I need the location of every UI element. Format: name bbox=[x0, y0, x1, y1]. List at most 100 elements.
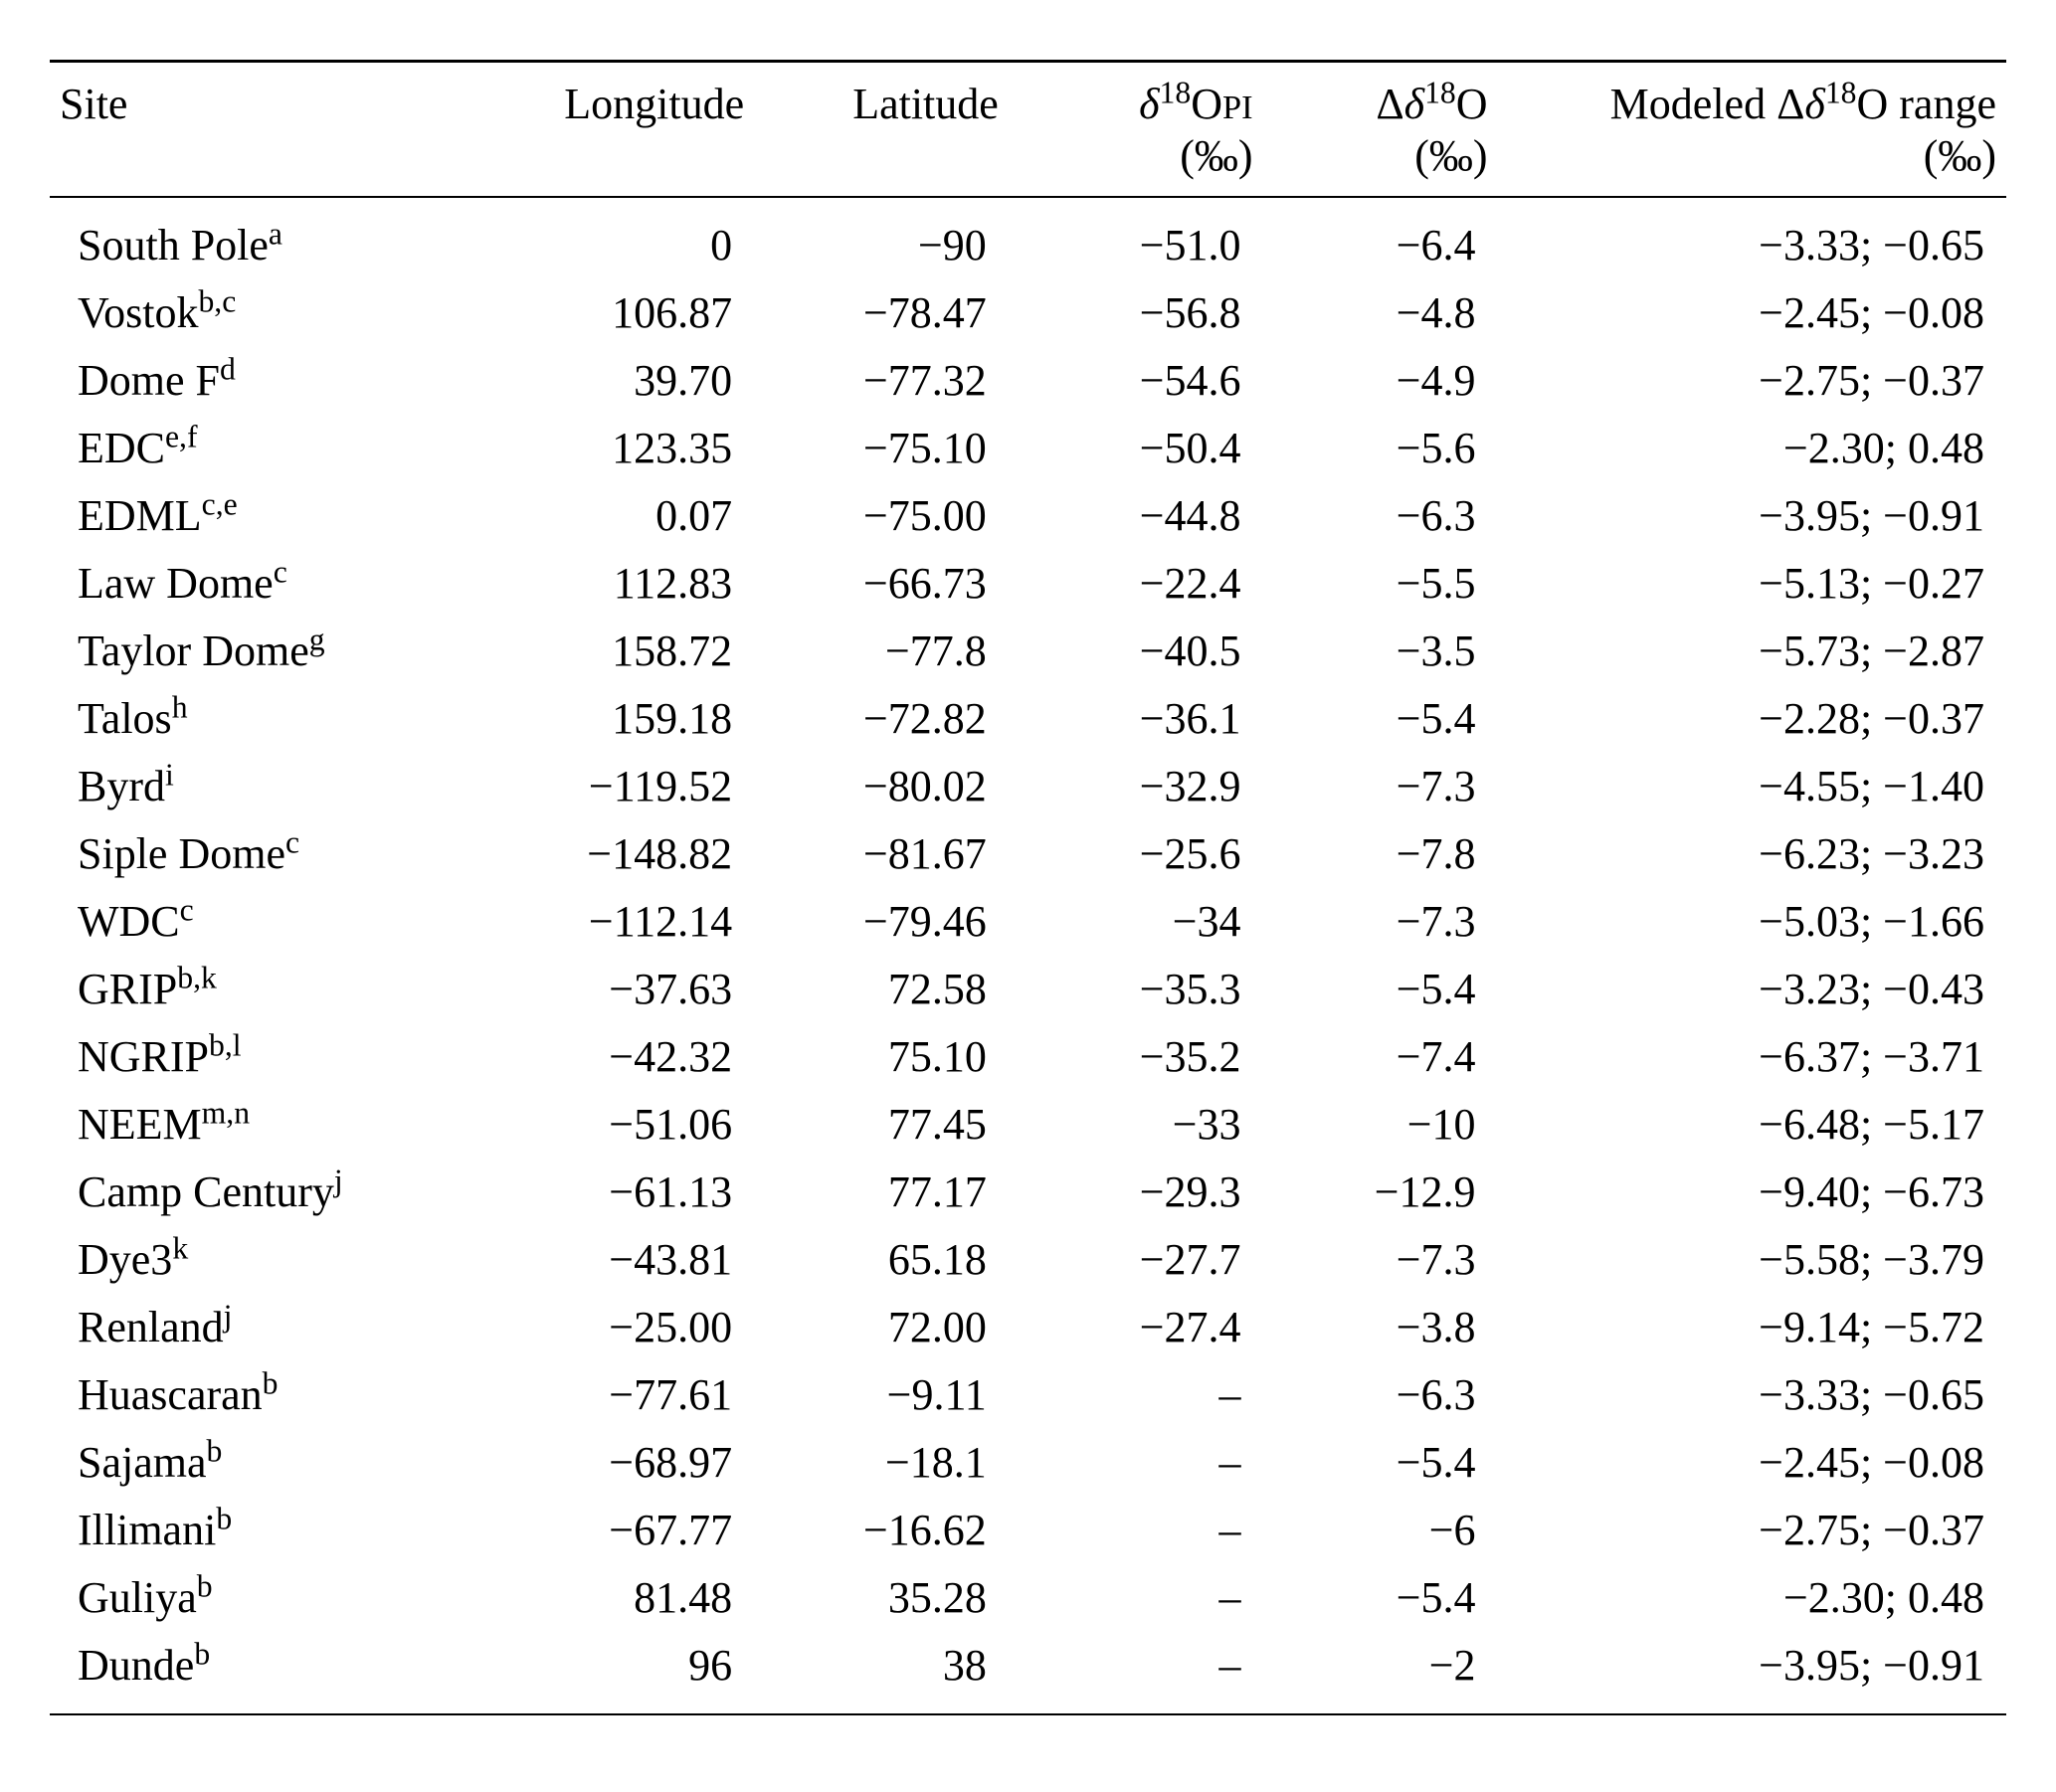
cell-value: −42.32 bbox=[609, 1032, 732, 1081]
cell-value: −9.11 bbox=[887, 1370, 987, 1419]
cell-value: −90 bbox=[918, 221, 987, 269]
cell-value: −80.02 bbox=[863, 762, 987, 810]
data-table: SiteLongitudeLatitudeδ18OPIΔδ18OModeled … bbox=[50, 60, 2006, 1715]
cell-d18opi: −35.3 bbox=[1009, 956, 1263, 1023]
cell-value: – bbox=[1219, 1573, 1241, 1622]
cell-value: −33 bbox=[1173, 1100, 1241, 1149]
cell-dd18o: −5.4 bbox=[1263, 1429, 1498, 1497]
cell-d18opi: −33 bbox=[1009, 1091, 1263, 1159]
cell-value: −16.62 bbox=[863, 1506, 987, 1554]
cell-dd18o: −12.9 bbox=[1263, 1159, 1498, 1226]
cell-value: −22.4 bbox=[1140, 559, 1241, 608]
site-footnote: a bbox=[269, 216, 282, 251]
cell-value: −77.8 bbox=[885, 627, 987, 675]
site-footnote: i bbox=[165, 757, 174, 792]
cell-range: −2.30; 0.48 bbox=[1498, 1564, 2006, 1632]
cell-value: −9.14; −5.72 bbox=[1759, 1303, 1984, 1351]
cell-value: – bbox=[1219, 1506, 1241, 1554]
cell-dd18o: −6.3 bbox=[1263, 482, 1498, 550]
site-footnote: j bbox=[224, 1298, 233, 1333]
cell-dd18o: −7.3 bbox=[1263, 1226, 1498, 1294]
cell-value: −112.14 bbox=[589, 897, 732, 946]
cell-lon: 0.07 bbox=[480, 482, 754, 550]
cell-value: −2.28; −0.37 bbox=[1759, 694, 1984, 743]
cell-value: −6.37; −3.71 bbox=[1759, 1032, 1984, 1081]
cell-value: −2.75; −0.37 bbox=[1759, 1506, 1984, 1554]
cell-value: −5.58; −3.79 bbox=[1759, 1235, 1984, 1284]
cell-value: −18.1 bbox=[885, 1438, 987, 1487]
site-name: Talos bbox=[78, 694, 172, 743]
cell-range: −3.23; −0.43 bbox=[1498, 956, 2006, 1023]
col-header-site: Site bbox=[50, 62, 480, 135]
table-row: EDMLc,e0.07−75.00−44.8−6.3−3.95; −0.91 bbox=[50, 482, 2006, 550]
cell-value: −5.4 bbox=[1397, 965, 1476, 1013]
cell-lat: −79.46 bbox=[754, 888, 1009, 956]
site-footnote: j bbox=[334, 1163, 343, 1197]
cell-site: Byrdi bbox=[50, 753, 480, 820]
cell-lon: 112.83 bbox=[480, 550, 754, 618]
table-row: Vostokb,c106.87−78.47−56.8−4.8−2.45; −0.… bbox=[50, 279, 2006, 347]
site-name: Camp Century bbox=[78, 1167, 334, 1216]
cell-d18opi: −27.7 bbox=[1009, 1226, 1263, 1294]
cell-lon: 123.35 bbox=[480, 415, 754, 482]
cell-d18opi: −40.5 bbox=[1009, 618, 1263, 685]
cell-range: −4.55; −1.40 bbox=[1498, 753, 2006, 820]
cell-value: 72.00 bbox=[888, 1303, 987, 1351]
cell-dd18o: −5.4 bbox=[1263, 685, 1498, 753]
table-row: Guliyab81.4835.28–−5.4−2.30; 0.48 bbox=[50, 1564, 2006, 1632]
cell-d18opi: −54.6 bbox=[1009, 347, 1263, 415]
cell-value: −35.3 bbox=[1140, 965, 1241, 1013]
cell-value: −5.4 bbox=[1397, 1573, 1476, 1622]
cell-value: −6.48; −5.17 bbox=[1759, 1100, 1984, 1149]
site-name: WDC bbox=[78, 897, 180, 946]
site-footnote: c bbox=[274, 554, 287, 589]
cell-lon: −77.61 bbox=[480, 1361, 754, 1429]
cell-dd18o: −5.5 bbox=[1263, 550, 1498, 618]
cell-value: −3.23; −0.43 bbox=[1759, 965, 1984, 1013]
cell-range: −6.48; −5.17 bbox=[1498, 1091, 2006, 1159]
cell-value: −2.30; 0.48 bbox=[1783, 1573, 1984, 1622]
cell-dd18o: −7.4 bbox=[1263, 1023, 1498, 1091]
cell-value: −2.30; 0.48 bbox=[1783, 424, 1984, 472]
cell-lat: 65.18 bbox=[754, 1226, 1009, 1294]
cell-value: −66.73 bbox=[863, 559, 987, 608]
cell-value: −3.8 bbox=[1397, 1303, 1476, 1351]
cell-value: −51.0 bbox=[1140, 221, 1241, 269]
table-row: WDCc−112.14−79.46−34−7.3−5.03; −1.66 bbox=[50, 888, 2006, 956]
site-name: Siple Dome bbox=[78, 829, 285, 878]
cell-value: −7.4 bbox=[1397, 1032, 1476, 1081]
cell-value: −2.45; −0.08 bbox=[1759, 288, 1984, 337]
cell-value: −5.13; −0.27 bbox=[1759, 559, 1984, 608]
cell-lon: −42.32 bbox=[480, 1023, 754, 1091]
header-row-2: (‰)(‰)(‰) bbox=[50, 134, 2006, 197]
cell-d18opi: −35.2 bbox=[1009, 1023, 1263, 1091]
cell-value: −6.23; −3.23 bbox=[1759, 829, 1984, 878]
cell-dd18o: −6.4 bbox=[1263, 197, 1498, 279]
cell-value: −2.75; −0.37 bbox=[1759, 356, 1984, 405]
cell-lon: −68.97 bbox=[480, 1429, 754, 1497]
cell-lon: −148.82 bbox=[480, 820, 754, 888]
cell-d18opi: −51.0 bbox=[1009, 197, 1263, 279]
cell-lon: −37.63 bbox=[480, 956, 754, 1023]
cell-lat: −18.1 bbox=[754, 1429, 1009, 1497]
col-header-label: Latitude bbox=[852, 80, 999, 128]
site-footnote: b bbox=[216, 1501, 232, 1535]
site-name: Law Dome bbox=[78, 559, 274, 608]
cell-value: 81.48 bbox=[634, 1573, 732, 1622]
table-row: Dye3k−43.8165.18−27.7−7.3−5.58; −3.79 bbox=[50, 1226, 2006, 1294]
cell-range: −2.45; −0.08 bbox=[1498, 279, 2006, 347]
table-row: Huascaranb−77.61−9.11–−6.3−3.33; −0.65 bbox=[50, 1361, 2006, 1429]
cell-site: Taylor Domeg bbox=[50, 618, 480, 685]
table-row: Dome Fd39.70−77.32−54.6−4.9−2.75; −0.37 bbox=[50, 347, 2006, 415]
site-footnote: h bbox=[172, 689, 188, 724]
cell-range: −3.33; −0.65 bbox=[1498, 197, 2006, 279]
cell-d18opi: −27.4 bbox=[1009, 1294, 1263, 1361]
cell-value: 159.18 bbox=[612, 694, 732, 743]
cell-range: −3.33; −0.65 bbox=[1498, 1361, 2006, 1429]
col-subheader-label: (‰) bbox=[1924, 131, 1996, 180]
site-footnote: d bbox=[220, 351, 236, 386]
cell-value: −2.45; −0.08 bbox=[1759, 1438, 1984, 1487]
cell-d18opi: −34 bbox=[1009, 888, 1263, 956]
cell-value: 77.45 bbox=[888, 1100, 987, 1149]
cell-d18opi: – bbox=[1009, 1564, 1263, 1632]
